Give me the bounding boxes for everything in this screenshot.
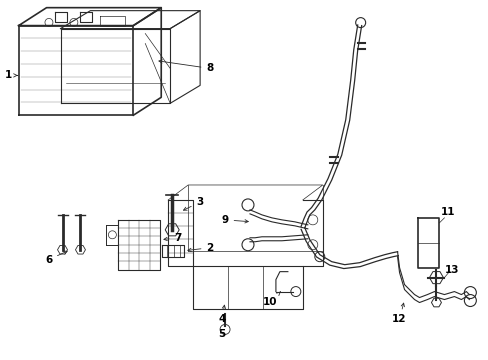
Text: 11: 11	[440, 207, 455, 217]
Text: 2: 2	[187, 243, 213, 253]
Text: 8: 8	[159, 60, 213, 73]
Text: 13: 13	[444, 265, 459, 275]
Text: 12: 12	[391, 303, 406, 324]
Text: 7: 7	[163, 233, 182, 243]
Text: 1: 1	[5, 71, 18, 80]
Text: 4: 4	[218, 305, 225, 324]
Text: 6: 6	[45, 251, 67, 265]
Text: 10: 10	[262, 292, 280, 306]
Text: 5: 5	[218, 329, 225, 339]
Text: 3: 3	[183, 197, 203, 210]
Text: 9: 9	[221, 215, 248, 225]
